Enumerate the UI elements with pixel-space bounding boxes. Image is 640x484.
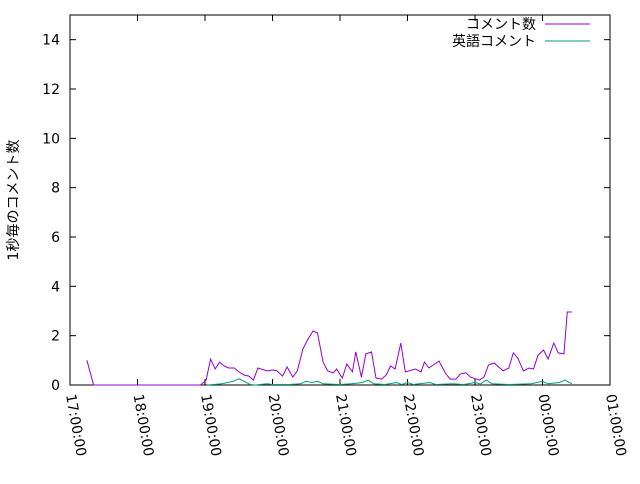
legend-label: コメント数 [466, 17, 536, 33]
x-tick-label: 22:00:00 [400, 393, 427, 458]
x-tick-label: 00:00:00 [535, 393, 562, 458]
legend-label: 英語コメント [452, 33, 536, 50]
y-tick-label: 2 [51, 329, 60, 345]
series-group [86, 311, 573, 386]
y-tick-label: 12 [42, 82, 60, 98]
y-tick-label: 8 [51, 181, 60, 197]
series-line-0 [86, 311, 572, 386]
x-tick-label: 23:00:00 [467, 393, 494, 458]
x-axis: 17:00:00 18:00:00 19:00:00 20:00:00 21:00:00… [62, 15, 629, 458]
y-tick-label: 0 [51, 378, 60, 394]
x-tick-label: 17:00:00 [62, 393, 89, 458]
y-axis: 0 2 4 6 8 10 12 14 [42, 33, 610, 394]
y-axis-label: 1秒毎のコメント数 [6, 140, 22, 261]
series-line-1 [207, 378, 573, 386]
plot-border [69, 14, 611, 386]
y-tick-label: 6 [51, 230, 60, 246]
x-tick-label: 18:00:00 [130, 393, 157, 458]
y-tick-label: 14 [42, 33, 60, 49]
y-tick-label: 4 [51, 279, 60, 295]
x-tick-label: 20:00:00 [265, 393, 292, 458]
y-tick-label: 10 [42, 131, 60, 147]
x-tick-label: 21:00:00 [332, 393, 359, 458]
x-tick-label: 01:00:00 [602, 393, 629, 458]
x-tick-label: 19:00:00 [197, 393, 224, 458]
